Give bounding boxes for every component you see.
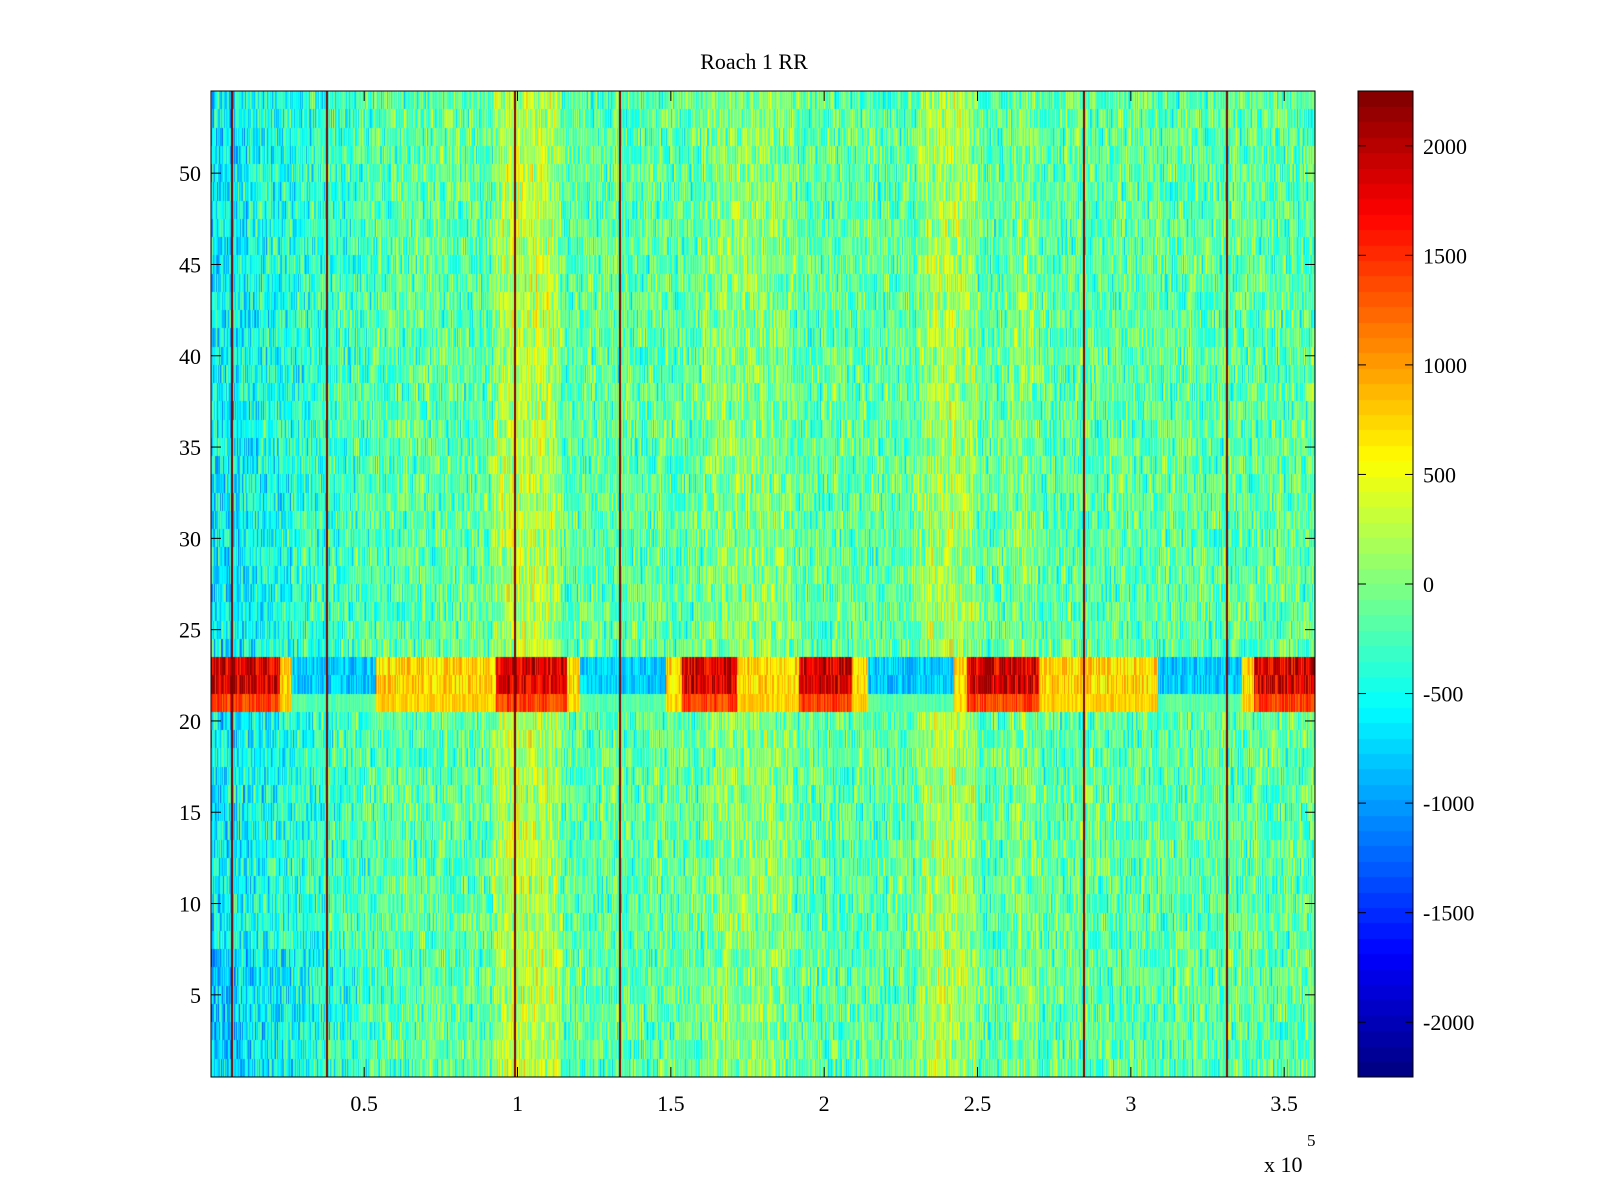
y-tick-label: 5 (190, 983, 201, 1008)
x-tick-label: 3 (1125, 1091, 1136, 1116)
x-exponent-power: 5 (1307, 1131, 1316, 1150)
x-tick-label: 1 (512, 1091, 523, 1116)
x-axis: 0.5 1 1.5 2 2.5 3 3.5 (350, 91, 1298, 1116)
y-tick-label: 15 (179, 800, 201, 825)
colorbar-axis: -2000 -1500 -1000 -500 0 500 1000 1500 2000 (1358, 134, 1474, 1035)
y-tick-label: 45 (179, 252, 201, 277)
y-tick-label: 20 (179, 709, 201, 734)
y-tick-label: 35 (179, 435, 201, 460)
y-tick-label: 40 (179, 344, 201, 369)
colorbar-tick-label: 2000 (1423, 134, 1467, 159)
colorbar-tick-label: 1500 (1423, 243, 1467, 268)
colorbar-tick-label: -1500 (1423, 901, 1474, 926)
y-tick-label: 10 (179, 892, 201, 917)
colorbar-tick-label: 500 (1423, 462, 1456, 487)
colorbar-tick-label: -500 (1423, 682, 1463, 707)
colorbar-image (1358, 91, 1413, 1077)
x-tick-label: 2 (819, 1091, 830, 1116)
plot-frame (210, 90, 1316, 1078)
x-exponent-label: x 10 (1264, 1152, 1303, 1177)
colorbar: -2000 -1500 -1000 -500 0 500 1000 1500 2000 (1357, 90, 1474, 1078)
y-tick-label: 25 (179, 618, 201, 643)
x-tick-label: 1.5 (657, 1091, 685, 1116)
x-tick-label: 3.5 (1270, 1091, 1298, 1116)
x-tick-label: 2.5 (964, 1091, 992, 1116)
x-tick-label: 0.5 (350, 1091, 378, 1116)
heatmap-area (210, 90, 1316, 1078)
x-exponent-base: x 10 (1264, 1152, 1303, 1177)
colorbar-tick-label: 0 (1423, 572, 1434, 597)
colorbar-tick-label: 1000 (1423, 353, 1467, 378)
y-tick-label: 30 (179, 526, 201, 551)
chart-title: Roach 1 RR (700, 49, 808, 74)
heatmap-image (211, 91, 1315, 1077)
colorbar-tick-label: -1000 (1423, 791, 1474, 816)
y-tick-label: 50 (179, 161, 201, 186)
colorbar-tick-label: -2000 (1423, 1010, 1474, 1035)
y-axis: 5 10 15 20 25 30 35 40 45 50 (179, 161, 1315, 1008)
